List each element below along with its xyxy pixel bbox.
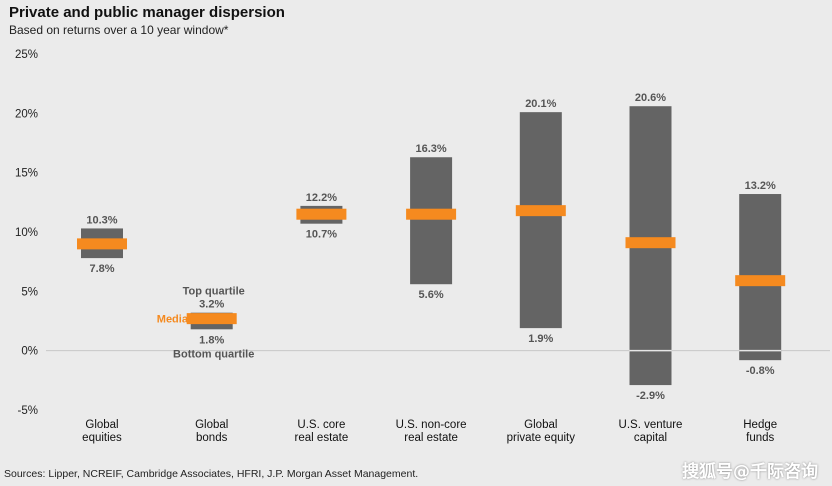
median-marker	[515, 205, 566, 217]
y-tick-label: 25%	[15, 49, 38, 61]
y-axis: -5% 0% 5% 10% 15% 20% 25%	[15, 49, 830, 417]
y-tick-label: 15%	[15, 168, 38, 180]
top-quartile-value-label: 20.6%	[635, 92, 666, 104]
chart-title: Private and public manager dispersion	[9, 4, 285, 21]
x-category-label: funds	[746, 432, 774, 444]
chart-subtitle: Based on returns over a 10 year window*	[9, 23, 229, 37]
x-category-label: real estate	[295, 432, 349, 444]
bottom-quartile-value-label: 10.7%	[306, 229, 337, 241]
x-category-label: Hedge	[743, 419, 777, 431]
y-tick-label: 10%	[15, 227, 38, 239]
x-category-label: Global	[85, 419, 118, 431]
median-marker	[406, 208, 457, 220]
bottom-quartile-value-label: 7.8%	[89, 263, 114, 275]
top-quartile-value-label: 13.2%	[745, 180, 776, 192]
dispersion-chart: -5% 0% 5% 10% 15% 20% 25% 10.3% 7.8% 3.2% 1.8% 12.…	[15, 49, 830, 444]
x-category-label: real estate	[404, 432, 458, 444]
x-category-label: equities	[82, 432, 122, 444]
bottom-quartile-value-label: 1.9%	[528, 333, 553, 345]
x-category-label: U.S. non-core	[396, 419, 467, 431]
y-tick-label: -5%	[18, 405, 38, 417]
bottom-quartile-value-label: -2.9%	[636, 390, 665, 402]
median-marker	[186, 313, 237, 325]
top-quartile-value-label: 20.1%	[525, 98, 556, 110]
x-category-label: private equity	[507, 432, 576, 444]
bottom-quartile-annotation: Bottom quartile	[173, 348, 254, 360]
median-marker	[296, 208, 347, 220]
top-quartile-value-label: 16.3%	[415, 143, 446, 155]
quartile-range-bar	[519, 112, 562, 329]
y-tick-label: 5%	[21, 286, 38, 298]
top-quartile-value-label: 3.2%	[199, 299, 224, 311]
top-quartile-value-label: 12.2%	[306, 192, 337, 204]
x-category-label: bonds	[196, 432, 228, 444]
median-marker	[77, 238, 127, 250]
x-category-label: Global	[524, 419, 557, 431]
sources-footnote: Sources: Lipper, NCREIF, Cambridge Assoc…	[4, 468, 419, 480]
annotations-group: 10.3% 7.8% 3.2% 1.8% 12.2% 10.7% 16.3% 5.6% 20.1…	[86, 92, 776, 402]
x-category-label: capital	[634, 432, 667, 444]
top-quartile-value-label: 10.3%	[86, 214, 117, 226]
top-quartile-annotation: Top quartile	[183, 286, 245, 298]
bottom-quartile-value-label: -0.8%	[746, 365, 775, 377]
median-marker	[735, 275, 786, 287]
bottom-quartile-value-label: 1.8%	[199, 334, 224, 346]
y-tick-label: 20%	[15, 108, 38, 120]
x-category-label: U.S. venture	[619, 419, 683, 431]
bars-group	[77, 106, 786, 386]
median-marker	[625, 237, 676, 249]
median-annotation: Median	[157, 314, 195, 326]
bottom-quartile-value-label: 5.6%	[419, 289, 444, 301]
x-category-label: Global	[195, 419, 228, 431]
x-category-label: U.S. core	[297, 419, 345, 431]
quartile-range-bar	[410, 157, 453, 285]
watermark: 搜狐号@千际咨询	[682, 462, 818, 482]
y-tick-label: 0%	[21, 346, 38, 358]
